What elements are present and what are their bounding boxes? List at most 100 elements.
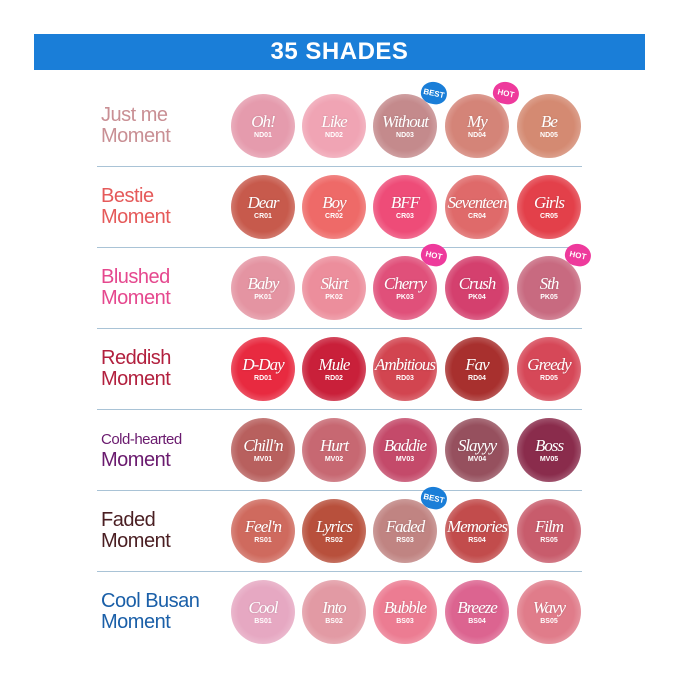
- group-label-line1: Cold-hearted: [101, 430, 182, 448]
- shade-name: Skirt: [320, 273, 348, 293]
- shade-swatch: Bubble BS03: [373, 579, 437, 644]
- shade-name: Cool: [248, 597, 278, 617]
- shade-name: Boy: [322, 192, 346, 212]
- group-label-line1: Blushed: [101, 265, 170, 288]
- shade-code: MV05: [539, 455, 559, 463]
- shade-code: BS01: [254, 617, 272, 625]
- shade-swatch: My ND04 HOT: [445, 79, 522, 158]
- shade-swatch: Mule RD02: [302, 336, 366, 401]
- shade-code: ND01: [254, 131, 272, 139]
- shade-swatch: Slayyy MV04: [445, 417, 509, 482]
- shade-name: Slayyy: [457, 435, 497, 455]
- title-banner: 35 SHADES: [34, 34, 645, 70]
- shade-name: Oh!: [251, 111, 275, 131]
- shade-code: BS03: [396, 617, 414, 625]
- group-label-line1: Cool Busan: [101, 589, 200, 612]
- shade-code: CR05: [540, 212, 558, 220]
- shade-code: PK04: [468, 293, 486, 301]
- shade-name: Crush: [458, 273, 497, 293]
- row-divider: [97, 328, 582, 329]
- group-label: Cold-hearted Moment: [101, 429, 182, 471]
- shade-code: BS04: [468, 617, 486, 625]
- shade-name: Film: [534, 516, 564, 536]
- shade-group-row: Cold-hearted Moment Chill'n MV01 Hurt MV02…: [97, 409, 582, 490]
- shade-code: RS05: [540, 536, 558, 544]
- shade-swatch: Hurt MV02: [302, 417, 366, 482]
- shade-swatch: Dear CR01: [231, 174, 295, 239]
- shade-group-row: Blushed Moment Baby PK01 Skirt PK02 Cherry …: [97, 241, 594, 328]
- shade-code: BS02: [325, 617, 343, 625]
- shade-code: PK05: [540, 293, 558, 301]
- shade-code: CR02: [325, 212, 343, 220]
- shade-name: Boss: [534, 435, 564, 455]
- group-label-line2: Moment: [101, 124, 171, 147]
- shade-name: Girls: [534, 192, 565, 212]
- shade-swatch: Into BS02: [302, 579, 366, 644]
- shade-swatch: Like ND02: [302, 93, 366, 158]
- best-heart-badge: BEST: [418, 79, 450, 106]
- shade-code: MV02: [324, 455, 344, 463]
- shade-group-row: Faded Moment Feel'n RS01 Lyrics RS02 Faded …: [97, 484, 582, 571]
- shade-code: RS02: [325, 536, 343, 544]
- shade-name: Sth: [539, 273, 560, 293]
- shade-name: Memories: [447, 516, 508, 536]
- group-label-line2: Moment: [101, 448, 171, 471]
- group-label-line2: Moment: [101, 205, 171, 228]
- shade-name: Chill'n: [243, 435, 283, 455]
- hot-heart-badge: HOT: [490, 79, 522, 106]
- shade-swatch: Chill'n MV01: [231, 417, 295, 482]
- shade-code: CR03: [396, 212, 414, 220]
- shade-name: Hurt: [319, 435, 349, 455]
- shade-code: RD03: [396, 374, 414, 382]
- group-label: Just me Moment: [101, 103, 171, 147]
- shade-name: Baddie: [383, 435, 427, 455]
- shade-code: ND04: [468, 131, 486, 139]
- shade-name: BFF: [390, 192, 420, 212]
- shade-group-row: Just me Moment Oh! ND01 Like ND02 Without N…: [97, 79, 582, 166]
- shade-name: Bubble: [383, 597, 427, 617]
- shade-name: Be: [541, 111, 558, 131]
- shade-name: Mule: [318, 354, 351, 374]
- group-label-line1: Just me: [101, 103, 168, 126]
- shade-swatch: Oh! ND01: [231, 93, 295, 158]
- group-label: Blushed Moment: [101, 265, 171, 309]
- shade-code: PK02: [325, 293, 343, 301]
- shade-swatch: Boy CR02: [302, 174, 366, 239]
- shade-name: Ambitious: [375, 354, 436, 374]
- shade-swatch: Lyrics RS02: [302, 498, 366, 563]
- shade-swatch: Girls CR05: [517, 174, 581, 239]
- shade-code: RS03: [396, 536, 414, 544]
- shade-code: RD02: [325, 374, 343, 382]
- group-label: Reddish Moment: [101, 346, 171, 390]
- shade-name: Into: [322, 597, 346, 617]
- row-divider: [97, 490, 582, 491]
- shade-name: My: [467, 111, 488, 131]
- shade-swatch: Cherry PK03 HOT: [373, 241, 450, 320]
- shade-swatch: Faded RS03 BEST: [373, 484, 450, 563]
- shade-swatch: Cool BS01: [231, 579, 295, 644]
- shade-swatch: Boss MV05: [517, 417, 581, 482]
- row-divider: [97, 247, 582, 248]
- shade-code: MV04: [467, 455, 487, 463]
- shade-code: MV01: [253, 455, 273, 463]
- shade-name: Baby: [247, 273, 280, 293]
- row-divider: [97, 166, 582, 167]
- shade-code: RD05: [540, 374, 558, 382]
- shade-swatch: Skirt PK02: [302, 255, 366, 320]
- group-label-line2: Moment: [101, 610, 171, 633]
- shade-swatch: Fav RD04: [445, 336, 509, 401]
- shade-group-row: Bestie Moment Dear CR01 Boy CR02 BFF CR03 Se…: [97, 166, 582, 247]
- group-label-line1: Reddish: [101, 346, 171, 369]
- shade-swatch: BFF CR03: [373, 174, 437, 239]
- shade-group-row: Reddish Moment D-Day RD01 Mule RD02 Ambitio…: [97, 328, 582, 409]
- shade-code: ND02: [325, 131, 343, 139]
- shade-swatch: Be ND05: [517, 93, 581, 158]
- shade-name: Wavy: [532, 597, 566, 617]
- shade-name: Seventeen: [447, 192, 508, 212]
- shade-name: Breeze: [457, 597, 498, 617]
- shade-name: Dear: [247, 192, 280, 212]
- shade-code: MV03: [395, 455, 415, 463]
- shade-swatch: Feel'n RS01: [231, 498, 295, 563]
- shade-swatch: Crush PK04: [445, 255, 509, 320]
- shade-swatch: Baddie MV03: [373, 417, 437, 482]
